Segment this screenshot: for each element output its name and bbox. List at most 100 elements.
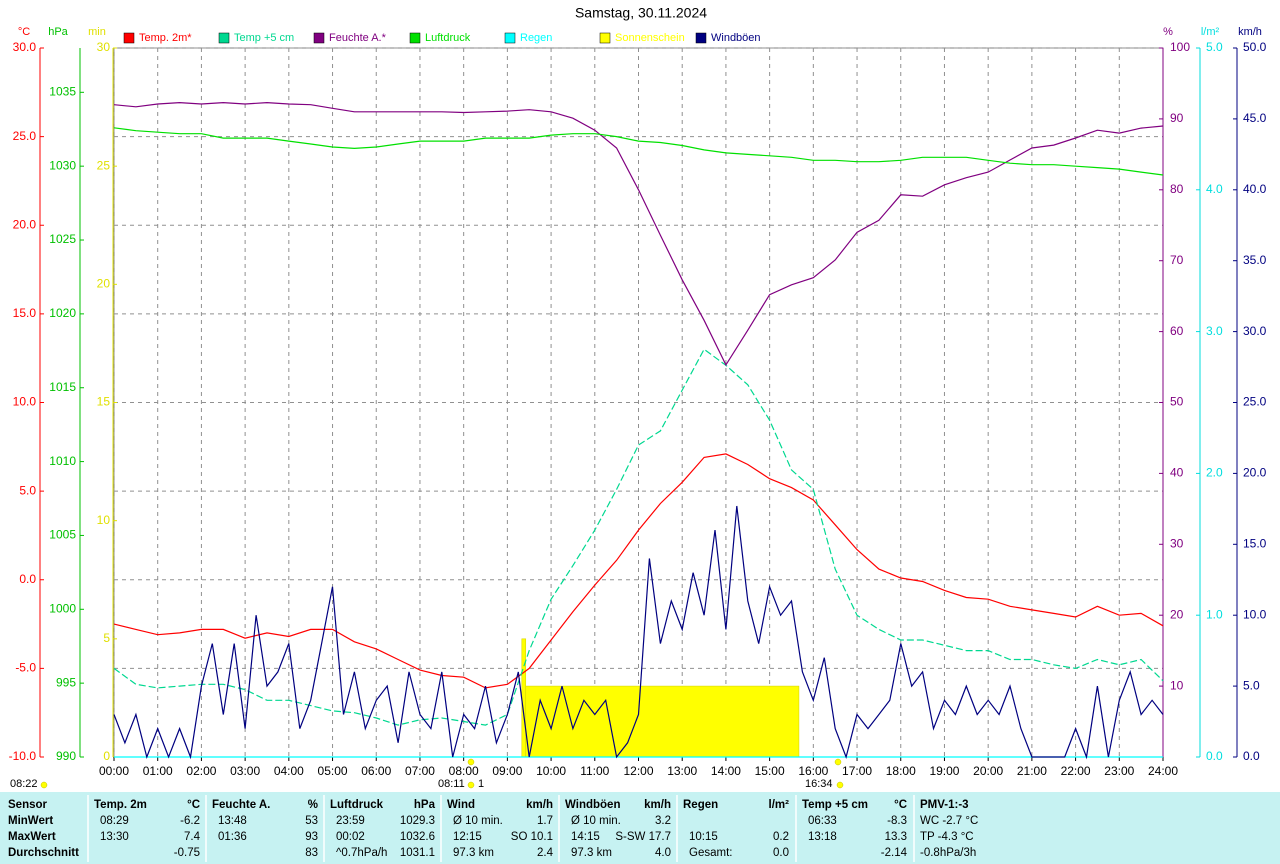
- y-tick-label: 45.0: [1243, 111, 1267, 125]
- chart-title: Samstag, 30.11.2024: [575, 5, 707, 21]
- x-tick-label: 15:00: [755, 764, 785, 778]
- table-cell: Ø 10 min.: [571, 815, 621, 827]
- legend-swatch: [695, 32, 707, 44]
- table-cell: 1.7: [537, 815, 553, 827]
- table-cell: 2.4: [537, 847, 554, 859]
- legend-label: Temp +5 cm: [234, 32, 294, 44]
- legend-swatch: [218, 32, 230, 44]
- table-cell: ^0.7hPa/h: [336, 847, 387, 859]
- sunshine-bar: [521, 638, 527, 758]
- y-tick-label: 50.0: [1243, 40, 1267, 54]
- table-cell: Gesamt:: [689, 847, 732, 859]
- table-cell: 08:29: [100, 815, 129, 827]
- sunshine-bar: [525, 685, 800, 758]
- x-tick-label: 06:00: [361, 764, 391, 778]
- y-tick-label: 1035: [49, 84, 76, 98]
- table-cell: Ø 10 min.: [453, 815, 503, 827]
- x-tick-label: 03:00: [230, 764, 260, 778]
- table-cell: Sensor: [8, 799, 48, 811]
- table-cell: 0.0: [773, 847, 789, 859]
- table-cell: Luftdruck: [330, 799, 384, 811]
- y-tick-label: 1025: [49, 232, 76, 246]
- y-tick-label: 1015: [49, 380, 76, 394]
- table-cell: -2.14: [881, 847, 908, 859]
- y-tick-label: 30.0: [13, 40, 37, 54]
- y-tick-label: 15.0: [13, 306, 37, 320]
- table-cell: -0.75: [174, 847, 200, 859]
- y-tick-label: 40: [1170, 466, 1184, 480]
- annotation: 08:22: [10, 778, 38, 790]
- table-cell: 7.4: [184, 831, 201, 843]
- x-tick-label: 18:00: [886, 764, 916, 778]
- y-tick-label: 5.0: [1206, 40, 1223, 54]
- x-tick-label: 19:00: [929, 764, 959, 778]
- table-cell: 4.0: [655, 847, 671, 859]
- y-tick-label: 1010: [49, 454, 76, 468]
- table-cell: Feuchte A.: [212, 799, 270, 811]
- table-cell: 0.2: [773, 831, 789, 843]
- stats-background: [0, 792, 1280, 864]
- y-tick-label: 20.0: [1243, 466, 1267, 480]
- y-tick-label: -10.0: [9, 749, 37, 763]
- legend-label: Regen: [520, 32, 552, 44]
- table-cell: km/h: [644, 799, 671, 811]
- table-cell: -6.2: [180, 815, 200, 827]
- table-cell: SO 10.1: [511, 831, 553, 843]
- y-tick-label: 35.0: [1243, 253, 1267, 267]
- sun-marker: [467, 758, 475, 766]
- y-tick-label: 70: [1170, 253, 1184, 267]
- legend-label: Temp. 2m*: [139, 32, 192, 44]
- table-cell: 93: [305, 831, 318, 843]
- y-axis-unit: km/h: [1238, 26, 1262, 38]
- y-tick-label: 25.0: [13, 129, 37, 143]
- table-cell: 13:18: [808, 831, 837, 843]
- x-tick-label: 14:00: [711, 764, 741, 778]
- x-tick-label: 08:00: [449, 764, 479, 778]
- table-cell: 13.3: [885, 831, 907, 843]
- legend-swatch: [123, 32, 135, 44]
- y-tick-label: -5.0: [15, 661, 36, 675]
- x-tick-label: 20:00: [973, 764, 1003, 778]
- table-cell: °C: [187, 799, 200, 811]
- x-tick-label: 22:00: [1061, 764, 1091, 778]
- y-tick-label: 990: [56, 749, 76, 763]
- series-line: [113, 101, 1164, 367]
- y-tick-label: 2.0: [1206, 466, 1223, 480]
- y-tick-label: 80: [1170, 182, 1184, 196]
- y-tick-label: 10: [97, 513, 111, 527]
- table-cell: 06:33: [808, 815, 837, 827]
- table-cell: 3.2: [655, 815, 671, 827]
- y-axis-unit: l/m²: [1201, 26, 1220, 38]
- table-cell: l/m²: [769, 799, 790, 811]
- x-tick-label: 23:00: [1104, 764, 1134, 778]
- table-cell: 1029.3: [400, 815, 435, 827]
- y-tick-label: 40.0: [1243, 182, 1267, 196]
- y-tick-label: 0.0: [1243, 749, 1260, 763]
- table-cell: °C: [894, 799, 907, 811]
- table-cell: Wind: [447, 799, 475, 811]
- y-axis-unit: min: [88, 26, 106, 38]
- y-tick-label: 20: [1170, 607, 1184, 621]
- table-cell: 10:15: [689, 831, 718, 843]
- y-axis-unit: hPa: [48, 26, 68, 38]
- table-cell: MaxWert: [8, 831, 56, 843]
- x-tick-label: 04:00: [274, 764, 304, 778]
- sun-marker: [834, 758, 842, 766]
- y-tick-label: 0.0: [19, 572, 36, 586]
- table-cell: 00:02: [336, 831, 365, 843]
- y-tick-label: 10.0: [1243, 607, 1267, 621]
- table-cell: Windböen: [565, 799, 620, 811]
- y-tick-label: 3.0: [1206, 324, 1223, 338]
- table-cell: 1031.1: [400, 847, 435, 859]
- y-tick-label: 30: [1170, 536, 1184, 550]
- y-tick-label: 30.0: [1243, 324, 1267, 338]
- table-cell: hPa: [414, 799, 436, 811]
- y-tick-label: 60: [1170, 324, 1184, 338]
- x-tick-label: 17:00: [842, 764, 872, 778]
- table-cell: 1032.6: [400, 831, 435, 843]
- legend-swatch: [409, 32, 421, 44]
- y-tick-label: 1.0: [1206, 607, 1223, 621]
- x-tick-label: 13:00: [667, 764, 697, 778]
- x-tick-label: 11:00: [580, 764, 609, 778]
- table-cell: 14:15: [571, 831, 600, 843]
